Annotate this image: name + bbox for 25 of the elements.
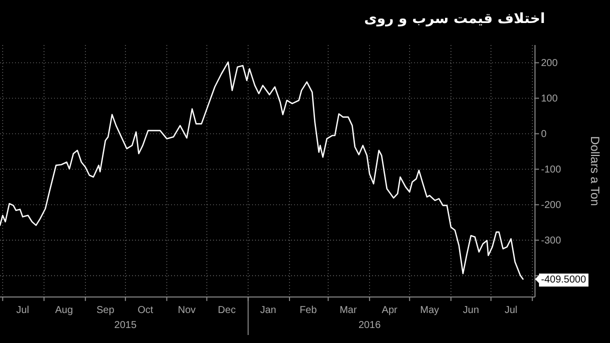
x-tick-label: May	[420, 305, 440, 316]
y-tick-label: -300	[541, 236, 562, 247]
x-tick-label: Oct	[138, 305, 154, 316]
y-tick-label: 0	[541, 129, 547, 140]
annotation: -409.5000	[535, 274, 588, 287]
x-tick-label: Jan	[260, 305, 276, 316]
annotation: -409.5000	[540, 274, 586, 286]
x-tick-label: Aug	[55, 305, 73, 316]
x-tick-label: Jul	[504, 305, 518, 316]
x-tick-label: Apr	[382, 305, 398, 316]
x-tick-label: Jun	[462, 305, 480, 316]
x-tick-label: Feb	[300, 305, 318, 316]
y-tick-label: -100	[541, 164, 562, 176]
x-tick-label: Mar	[340, 305, 358, 316]
y-tick-label: 200	[541, 58, 558, 70]
y-tick-label: 100	[541, 94, 558, 105]
x-tick-label: Sep	[96, 305, 115, 316]
chart-title: اختلاف قیمت سرب و روی	[364, 11, 545, 27]
x2-tick-label: 2016	[358, 320, 382, 331]
x-tick-label: Nov	[178, 305, 196, 316]
x-tick-label: Jul	[16, 305, 30, 316]
y-tick-label: -200	[541, 200, 562, 212]
x-tick-label: Dec	[218, 305, 236, 316]
x2-tick-label: 2015	[114, 320, 137, 331]
y-axis-title: Dollars a Ton	[588, 136, 602, 206]
